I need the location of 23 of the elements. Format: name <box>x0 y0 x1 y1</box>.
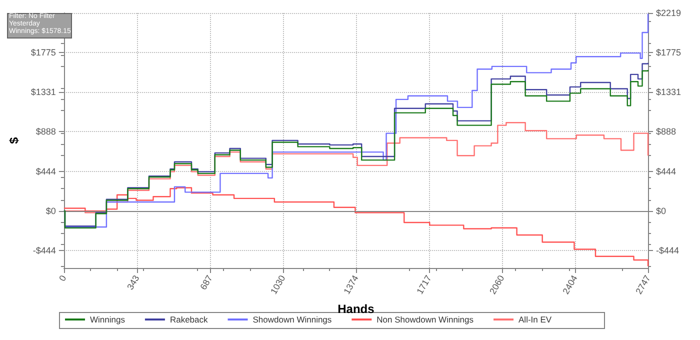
x-tick-label: 343 <box>125 274 142 292</box>
y-tick-label: $1331 <box>30 87 56 98</box>
legend-label: Winnings <box>90 314 125 324</box>
y2-tick-label: $1331 <box>656 87 682 98</box>
x-tick-label: 687 <box>198 274 214 292</box>
y-tick-label: $1775 <box>30 48 56 58</box>
y2-tick-label: $0 <box>656 206 666 216</box>
legend-label: Non Showdown Winnings <box>376 314 474 324</box>
y-axis-title: $ <box>7 136 21 144</box>
y-tick-label: $0 <box>46 206 56 216</box>
y2-tick-label: -$444 <box>656 246 680 256</box>
y2-tick-label: $2219 <box>656 8 682 18</box>
y-tick-label: $888 <box>36 126 56 137</box>
legend-label: Showdown Winnings <box>252 314 332 324</box>
legend-label: Rakeback <box>170 314 209 324</box>
y2-tick-label: $1775 <box>656 48 682 58</box>
legend-label: All-In EV <box>518 314 552 324</box>
y-tick-label: -$444 <box>32 246 56 256</box>
x-axis-title: Hands <box>338 302 375 316</box>
y2-tick-label: $444 <box>656 166 676 176</box>
y-tick-label: $444 <box>36 166 56 176</box>
y2-tick-label: $888 <box>656 126 676 137</box>
x-tick-label: 0 <box>57 274 68 283</box>
